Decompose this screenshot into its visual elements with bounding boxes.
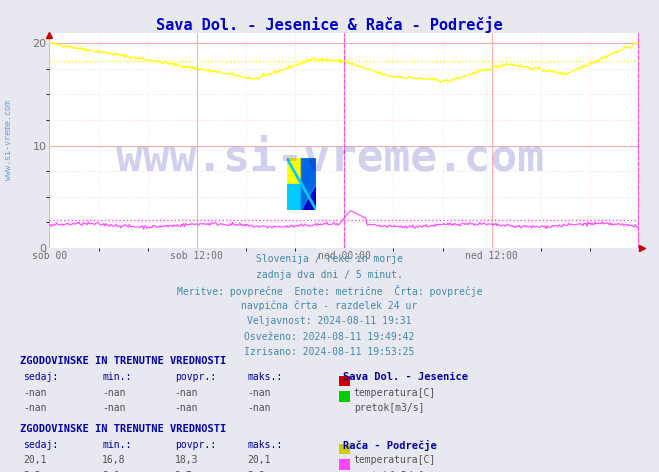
Bar xyxy=(287,184,302,210)
Text: -nan: -nan xyxy=(175,403,198,413)
Bar xyxy=(302,158,316,210)
Text: -nan: -nan xyxy=(102,403,126,413)
Text: Meritve: povprečne  Enote: metrične  Črta: povprečje: Meritve: povprečne Enote: metrične Črta:… xyxy=(177,285,482,297)
Text: povpr.:: povpr.: xyxy=(175,372,215,382)
Text: Sava Dol. - Jesenice & Rača - Podrečje: Sava Dol. - Jesenice & Rača - Podrečje xyxy=(156,17,503,34)
Text: 3,8: 3,8 xyxy=(247,471,265,472)
Text: sedaj:: sedaj: xyxy=(23,372,58,382)
Text: www.si-vreme.com: www.si-vreme.com xyxy=(4,101,13,180)
Text: -nan: -nan xyxy=(247,388,271,397)
Bar xyxy=(287,158,302,184)
Text: -nan: -nan xyxy=(175,388,198,397)
Text: 20,1: 20,1 xyxy=(247,455,271,465)
Text: sedaj:: sedaj: xyxy=(23,440,58,450)
Text: ZGODOVINSKE IN TRENUTNE VREDNOSTI: ZGODOVINSKE IN TRENUTNE VREDNOSTI xyxy=(20,356,226,366)
Text: zadnja dva dni / 5 minut.: zadnja dva dni / 5 minut. xyxy=(256,270,403,279)
Text: 2,0: 2,0 xyxy=(102,471,120,472)
Text: -nan: -nan xyxy=(247,403,271,413)
Text: maks.:: maks.: xyxy=(247,440,282,450)
Text: pretok[m3/s]: pretok[m3/s] xyxy=(354,403,424,413)
Text: -nan: -nan xyxy=(102,388,126,397)
Text: 2,7: 2,7 xyxy=(175,471,192,472)
Text: Sava Dol. - Jesenice: Sava Dol. - Jesenice xyxy=(343,372,468,382)
Text: temperatura[C]: temperatura[C] xyxy=(354,388,436,397)
Text: ZGODOVINSKE IN TRENUTNE VREDNOSTI: ZGODOVINSKE IN TRENUTNE VREDNOSTI xyxy=(20,424,226,434)
Text: Osveženo: 2024-08-11 19:49:42: Osveženo: 2024-08-11 19:49:42 xyxy=(244,332,415,342)
Text: Slovenija / reke in morje: Slovenija / reke in morje xyxy=(256,254,403,264)
Polygon shape xyxy=(302,158,316,210)
Text: 16,8: 16,8 xyxy=(102,455,126,465)
Text: 20,1: 20,1 xyxy=(23,455,47,465)
Text: Rača - Podrečje: Rača - Podrečje xyxy=(343,440,436,451)
Text: min.:: min.: xyxy=(102,372,132,382)
Text: www.si-vreme.com: www.si-vreme.com xyxy=(115,136,544,179)
Text: navpična črta - razdelek 24 ur: navpična črta - razdelek 24 ur xyxy=(241,301,418,311)
Text: pretok[m3/s]: pretok[m3/s] xyxy=(354,471,424,472)
Text: temperatura[C]: temperatura[C] xyxy=(354,455,436,465)
Text: Veljavnost: 2024-08-11 19:31: Veljavnost: 2024-08-11 19:31 xyxy=(247,316,412,326)
Text: Izrisano: 2024-08-11 19:53:25: Izrisano: 2024-08-11 19:53:25 xyxy=(244,347,415,357)
Text: -nan: -nan xyxy=(23,403,47,413)
Text: povpr.:: povpr.: xyxy=(175,440,215,450)
Text: maks.:: maks.: xyxy=(247,372,282,382)
Text: 18,3: 18,3 xyxy=(175,455,198,465)
Text: -nan: -nan xyxy=(23,388,47,397)
Text: 2,3: 2,3 xyxy=(23,471,41,472)
Text: min.:: min.: xyxy=(102,440,132,450)
